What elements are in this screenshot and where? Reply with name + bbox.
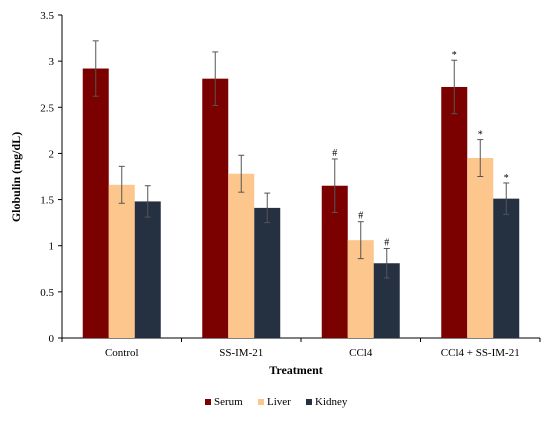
bar-serum-1 bbox=[82, 68, 109, 339]
bar-liver-2 bbox=[228, 173, 255, 338]
significance-mark: # bbox=[332, 148, 337, 159]
significance-mark: # bbox=[358, 211, 363, 222]
significance-mark: * bbox=[504, 173, 509, 184]
y-tick-label: 1 bbox=[49, 241, 55, 253]
legend-label: Liver bbox=[267, 396, 291, 408]
legend-label: Kidney bbox=[315, 396, 348, 408]
x-axis-title: Treatment bbox=[269, 363, 323, 377]
bar-serum-4 bbox=[441, 86, 468, 339]
significance-mark: # bbox=[384, 237, 389, 248]
significance-marks: # # # * * * bbox=[332, 50, 509, 248]
axes: 0 0.5 1 1.5 2 2.5 3 3.5 Control SS-IM-21 CCl4 CCl4 … bbox=[40, 10, 541, 359]
y-tick-label: 2.5 bbox=[40, 102, 54, 114]
bar-liver-1 bbox=[108, 184, 135, 338]
y-tick-label: 2 bbox=[49, 148, 55, 160]
bar-liver-4 bbox=[467, 158, 494, 338]
y-axis-title: Globulin (mg/dL) bbox=[9, 132, 23, 222]
bar-kidney-4 bbox=[493, 198, 520, 338]
significance-mark: * bbox=[478, 130, 483, 141]
y-tick-label: 3 bbox=[49, 56, 55, 68]
x-category-label: CCl4 bbox=[349, 347, 373, 359]
y-tick-label: 0 bbox=[49, 333, 55, 345]
bar-serum-2 bbox=[202, 78, 229, 339]
x-category-label: Control bbox=[105, 347, 139, 359]
y-tick-label: 1.5 bbox=[40, 195, 54, 207]
legend: Serum Liver Kidney bbox=[205, 396, 348, 408]
y-tick-label: 3.5 bbox=[40, 10, 54, 22]
x-category-label: SS-IM-21 bbox=[219, 347, 263, 359]
legend-swatch-liver bbox=[258, 399, 264, 405]
error-bars bbox=[92, 40, 510, 279]
legend-swatch-kidney bbox=[306, 399, 312, 405]
bar-kidney-2 bbox=[254, 207, 281, 338]
x-category-label: CCl4 + SS-IM-21 bbox=[441, 347, 520, 359]
significance-mark: * bbox=[452, 50, 457, 61]
bars bbox=[82, 68, 520, 339]
legend-swatch-serum bbox=[205, 399, 211, 405]
bar-kidney-1 bbox=[134, 201, 161, 338]
y-tick-label: 0.5 bbox=[40, 287, 54, 299]
legend-label: Serum bbox=[214, 396, 243, 408]
